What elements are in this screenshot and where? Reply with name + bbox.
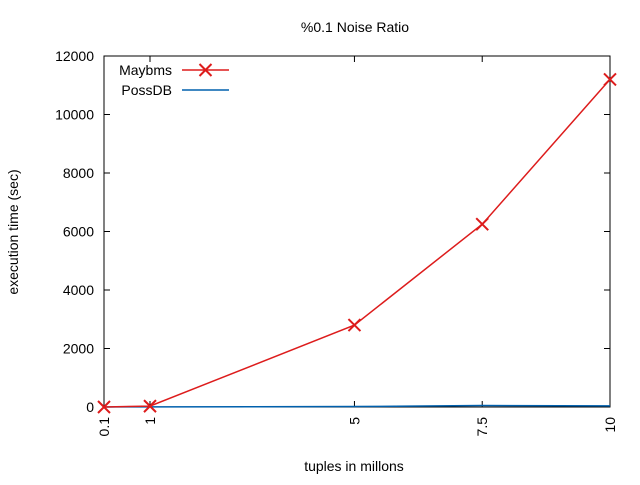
y-tick-label: 12000 [55, 48, 94, 64]
y-tick-label: 10000 [55, 107, 94, 123]
y-axis-label: execution time (sec) [5, 169, 21, 294]
legend-label: PossDB [121, 82, 172, 98]
y-tick-label: 2000 [63, 341, 94, 357]
x-tick-label: 5 [346, 417, 362, 425]
plot-frame [103, 55, 611, 408]
y-tick-label: 0 [86, 399, 94, 415]
y-tick-label: 4000 [63, 282, 94, 298]
y-tick-label: 6000 [63, 224, 94, 240]
x-axis-label: tuples in millons [304, 458, 404, 474]
data-point-maybms [347, 318, 362, 332]
x-tick-label: 7.5 [474, 417, 490, 437]
x-tick-label: 10 [602, 417, 618, 433]
chart-title: %0.1 Noise Ratio [301, 19, 409, 35]
data-point-maybms [97, 400, 111, 414]
series-line-maybms [103, 78, 611, 408]
data-point-maybms [603, 72, 617, 87]
legend-marker [198, 63, 213, 77]
data-point-maybms [475, 217, 489, 231]
x-tick-label: 0.1 [96, 417, 112, 437]
x-tick-label: 1 [142, 417, 158, 425]
data-point-maybms [143, 399, 157, 413]
y-tick-label: 8000 [63, 165, 94, 181]
legend-label: Maybms [119, 62, 172, 78]
